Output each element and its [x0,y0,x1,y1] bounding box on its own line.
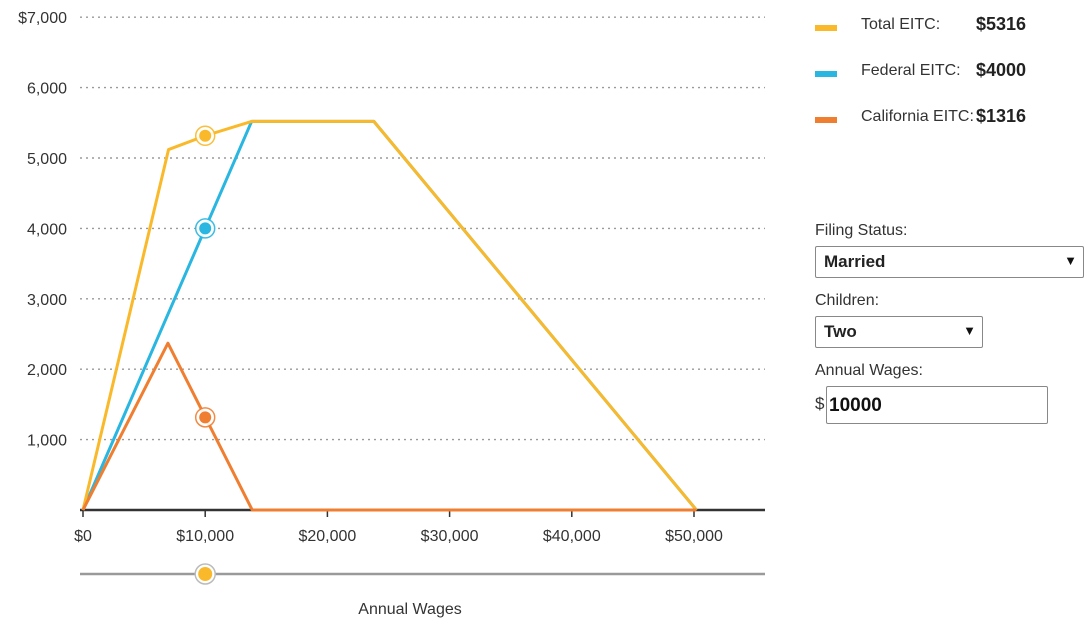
y-tick-label: 2,000 [27,362,67,379]
x-tick-label: $50,000 [665,528,723,545]
series-line-total-eitc [81,119,698,511]
legend-swatch-federal [815,71,837,77]
y-tick-label: 4,000 [27,221,67,238]
marker-point-federal-eitc [199,222,212,235]
x-tick-label: $30,000 [421,528,479,545]
y-tick-label: 6,000 [27,81,67,98]
x-tick-label: $0 [74,528,92,545]
legend-label-federal: Federal EITC: [861,62,961,79]
y-tick-label: 3,000 [27,292,67,309]
calculator-controls: Filing Status: Married ▼ Children: Two ▼… [815,222,1084,424]
legend-value-federal: $4000 [976,60,1027,80]
filing-status-select[interactable]: Married ▼ [815,246,1084,278]
currency-symbol: $ [815,394,825,413]
children-select[interactable]: Two ▼ [815,316,983,348]
legend-value-total: $5316 [976,14,1027,34]
annual-wages-input[interactable] [826,386,1048,424]
y-tick-label: $7,000 [18,10,67,27]
series-line-california-eitc [81,341,697,512]
filing-status-value: Married [824,252,886,271]
legend-label-total: Total EITC: [861,16,941,33]
wage-slider-handle[interactable] [198,567,213,581]
marker-point-total-eitc [199,129,212,142]
annual-wages-row: $ [815,386,1084,424]
legend-value-california: $1316 [976,106,1027,126]
dropdown-arrow-icon: ▼ [1064,253,1077,268]
children-label: Children: [815,292,880,309]
y-tick-label: 5,000 [27,151,67,168]
filing-status-label: Filing Status: [815,222,908,239]
children-value: Two [824,322,857,341]
legend-label-california: California EITC: [861,108,974,125]
legend-swatch-total [815,25,837,31]
dropdown-arrow-icon: ▼ [963,323,976,338]
marker-point-california-eitc [199,411,212,424]
series-line-federal-eitc [81,119,698,511]
annual-wages-label: Annual Wages: [815,362,923,379]
x-tick-label: $10,000 [176,528,234,545]
x-axis-title: Annual Wages [358,601,461,618]
x-tick-label: $20,000 [298,528,356,545]
x-tick-label: $40,000 [543,528,601,545]
y-tick-label: 1,000 [27,433,67,450]
eitc-chart: 1,000 2,000 3,000 4,000 5,000 6,000 $7,000 $0 $1… [18,10,765,618]
legend-swatch-california [815,117,837,123]
